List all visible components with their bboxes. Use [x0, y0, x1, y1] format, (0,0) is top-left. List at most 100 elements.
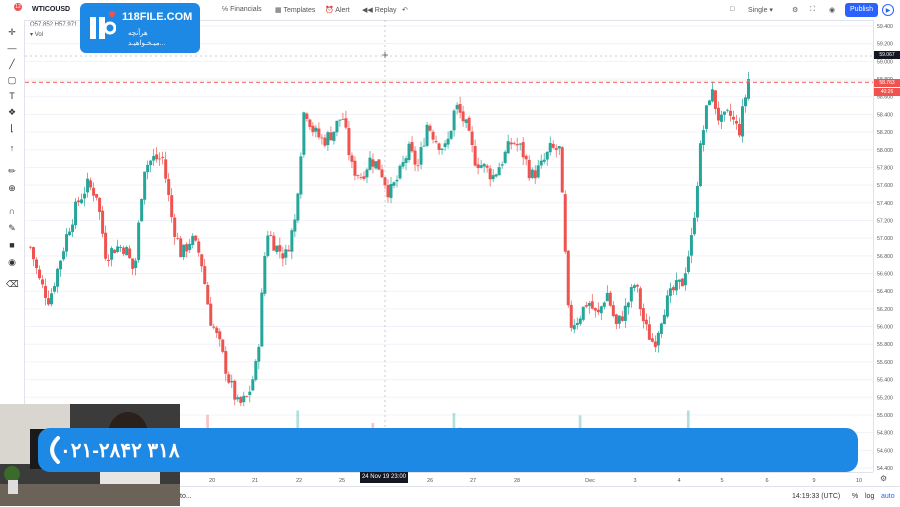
candle-body	[344, 118, 348, 128]
candle-body	[602, 302, 606, 307]
candle-body	[245, 396, 249, 398]
candle-body	[599, 306, 603, 314]
trash-icon[interactable]: ⌫	[6, 279, 19, 289]
auto-toggle[interactable]: auto	[881, 493, 895, 500]
candle-body	[575, 322, 579, 325]
rectangle-icon[interactable]: ▢	[7, 75, 17, 85]
candle-body	[728, 110, 732, 116]
candle-body	[179, 238, 183, 258]
candle-body	[638, 288, 642, 310]
last-price-tag: 58.763	[874, 79, 900, 87]
pattern-icon[interactable]: ❖	[7, 107, 17, 117]
candle-body	[50, 293, 54, 305]
replay-label: Replay	[374, 7, 397, 14]
draw-mode-icon[interactable]: ✎	[8, 223, 16, 233]
arrow-up-icon[interactable]: ↑	[9, 143, 15, 153]
measure-icon[interactable]: ⌊	[10, 123, 14, 133]
candle-body	[653, 341, 657, 348]
candle-body	[350, 155, 354, 162]
price-tick-label: 56.800	[877, 254, 893, 260]
candle-body	[269, 234, 273, 236]
trend-line-icon[interactable]: ╱	[9, 59, 15, 69]
bar-countdown-tag: 40:26	[874, 88, 900, 96]
candle-body	[482, 163, 486, 167]
candle-body	[272, 235, 276, 251]
layout-icon[interactable]: □	[730, 6, 735, 13]
candle-body	[377, 159, 381, 170]
candle-body	[80, 199, 84, 204]
candle-body	[578, 318, 582, 324]
candle-body	[92, 187, 96, 196]
candle-body	[329, 132, 333, 141]
financials-button[interactable]: ℅ Financials	[222, 6, 262, 13]
candle-body	[455, 104, 459, 110]
symbol-search[interactable]: WTICOUSD	[32, 6, 71, 13]
volume-legend[interactable]: ▾ Vol	[30, 32, 44, 38]
notification-badge[interactable]: 12	[14, 3, 22, 11]
ruler-icon[interactable]: ✏	[8, 166, 16, 176]
crosshair-icon[interactable]: ✛	[8, 27, 16, 37]
financials-label: Financials	[230, 6, 262, 13]
candle-body	[143, 171, 147, 200]
text-tool-icon[interactable]: T	[9, 91, 15, 101]
candle-body	[71, 224, 75, 232]
horizontal-line-icon[interactable]: —	[7, 43, 17, 53]
candle-body	[122, 247, 126, 254]
chart-settings-gear-icon[interactable]: ⚙	[880, 474, 888, 483]
candle-body	[560, 147, 564, 193]
candle-body	[83, 193, 87, 199]
candle-body	[125, 247, 129, 256]
phone-icon	[50, 436, 60, 464]
candle-body	[527, 159, 531, 179]
price-tick-label: 54.400	[877, 466, 893, 472]
candle-body	[509, 142, 513, 145]
candle-body	[371, 159, 375, 167]
zoom-in-icon[interactable]: ⊕	[8, 183, 16, 193]
candle-body	[248, 391, 252, 395]
log-toggle[interactable]: log	[865, 493, 875, 500]
candle-body	[554, 148, 558, 150]
candle-body	[437, 143, 441, 150]
publish-button[interactable]: Publish	[845, 3, 878, 17]
price-tick-label: 57.800	[877, 165, 893, 171]
lock-icon[interactable]: ■	[9, 240, 15, 250]
fullscreen-icon[interactable]: ⛶	[810, 6, 815, 13]
candle-body	[164, 159, 168, 179]
candle-body	[704, 105, 708, 129]
time-tick-label: 20	[209, 478, 215, 484]
candle-body	[563, 194, 567, 252]
utc-clock[interactable]: 14:19:33 (UTC)	[792, 493, 841, 500]
percent-toggle[interactable]: %	[852, 493, 859, 500]
play-icon[interactable]: ▶	[882, 4, 894, 16]
magnet-icon[interactable]: ∩	[8, 206, 16, 216]
candle-body	[695, 186, 699, 218]
candle-body	[257, 346, 261, 362]
candle-body	[353, 160, 357, 176]
layout-single-select[interactable]: Single ▾	[748, 7, 773, 14]
camera-icon[interactable]: ◉	[829, 7, 836, 14]
candle-body	[299, 156, 303, 195]
settings-gear-icon[interactable]: ⚙	[792, 7, 799, 14]
time-tick-label: 21	[252, 478, 258, 484]
candle-body	[227, 374, 231, 383]
candle-body	[497, 167, 501, 176]
phone-banner: ۰۲۱-۲۸۴۲ ۳۱۸	[38, 428, 858, 472]
phone-number: ۰۲۱-۲۸۴۲ ۳۱۸	[60, 440, 180, 462]
eye-icon[interactable]: ◉	[8, 257, 16, 267]
candle-body	[95, 194, 99, 198]
candle-body	[395, 179, 399, 182]
candle-body	[365, 169, 369, 178]
candle-body	[119, 247, 123, 248]
templates-button[interactable]: ▦ Templates	[275, 7, 316, 14]
undo-icon[interactable]: ↶	[402, 7, 408, 14]
candle-body	[461, 111, 465, 122]
alert-button[interactable]: ⏰ Alert	[325, 7, 350, 14]
candle-body	[629, 287, 633, 302]
replay-button[interactable]: ◀◀ Replay	[362, 7, 397, 14]
candle-body	[608, 292, 612, 306]
goto-button[interactable]: to...	[180, 493, 192, 500]
candle-body	[557, 146, 561, 149]
candle-body	[674, 280, 678, 291]
price-tick-label: 57.000	[877, 236, 893, 242]
candle-body	[617, 315, 621, 324]
